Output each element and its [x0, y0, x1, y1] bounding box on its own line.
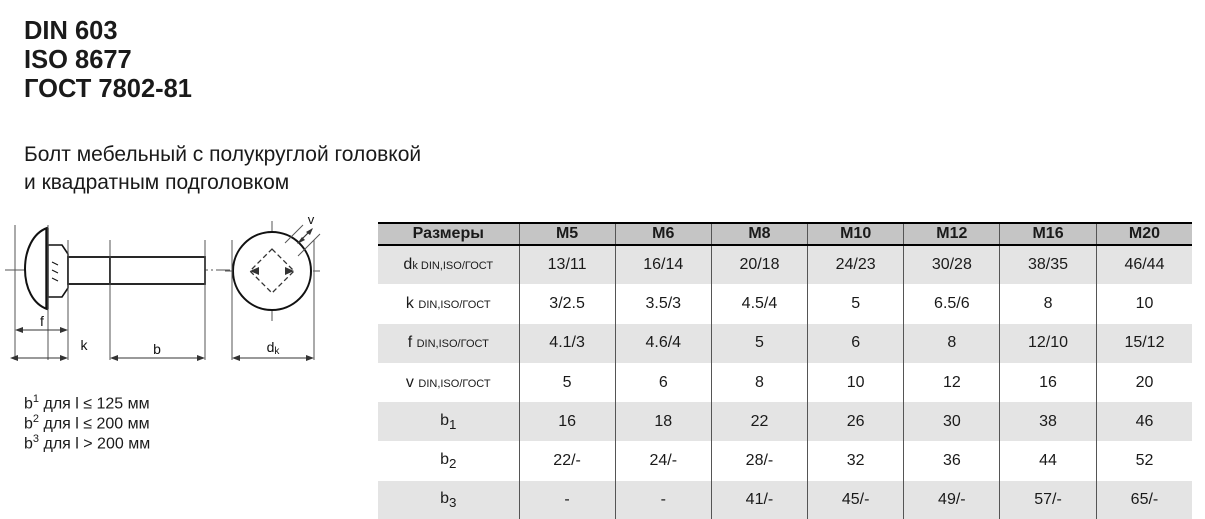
svg-text:k: k [81, 337, 89, 353]
svg-text:b: b [153, 341, 161, 357]
svg-text:dk: dk [267, 339, 281, 357]
svg-text:v: v [308, 212, 315, 227]
svg-text:f: f [40, 313, 44, 329]
